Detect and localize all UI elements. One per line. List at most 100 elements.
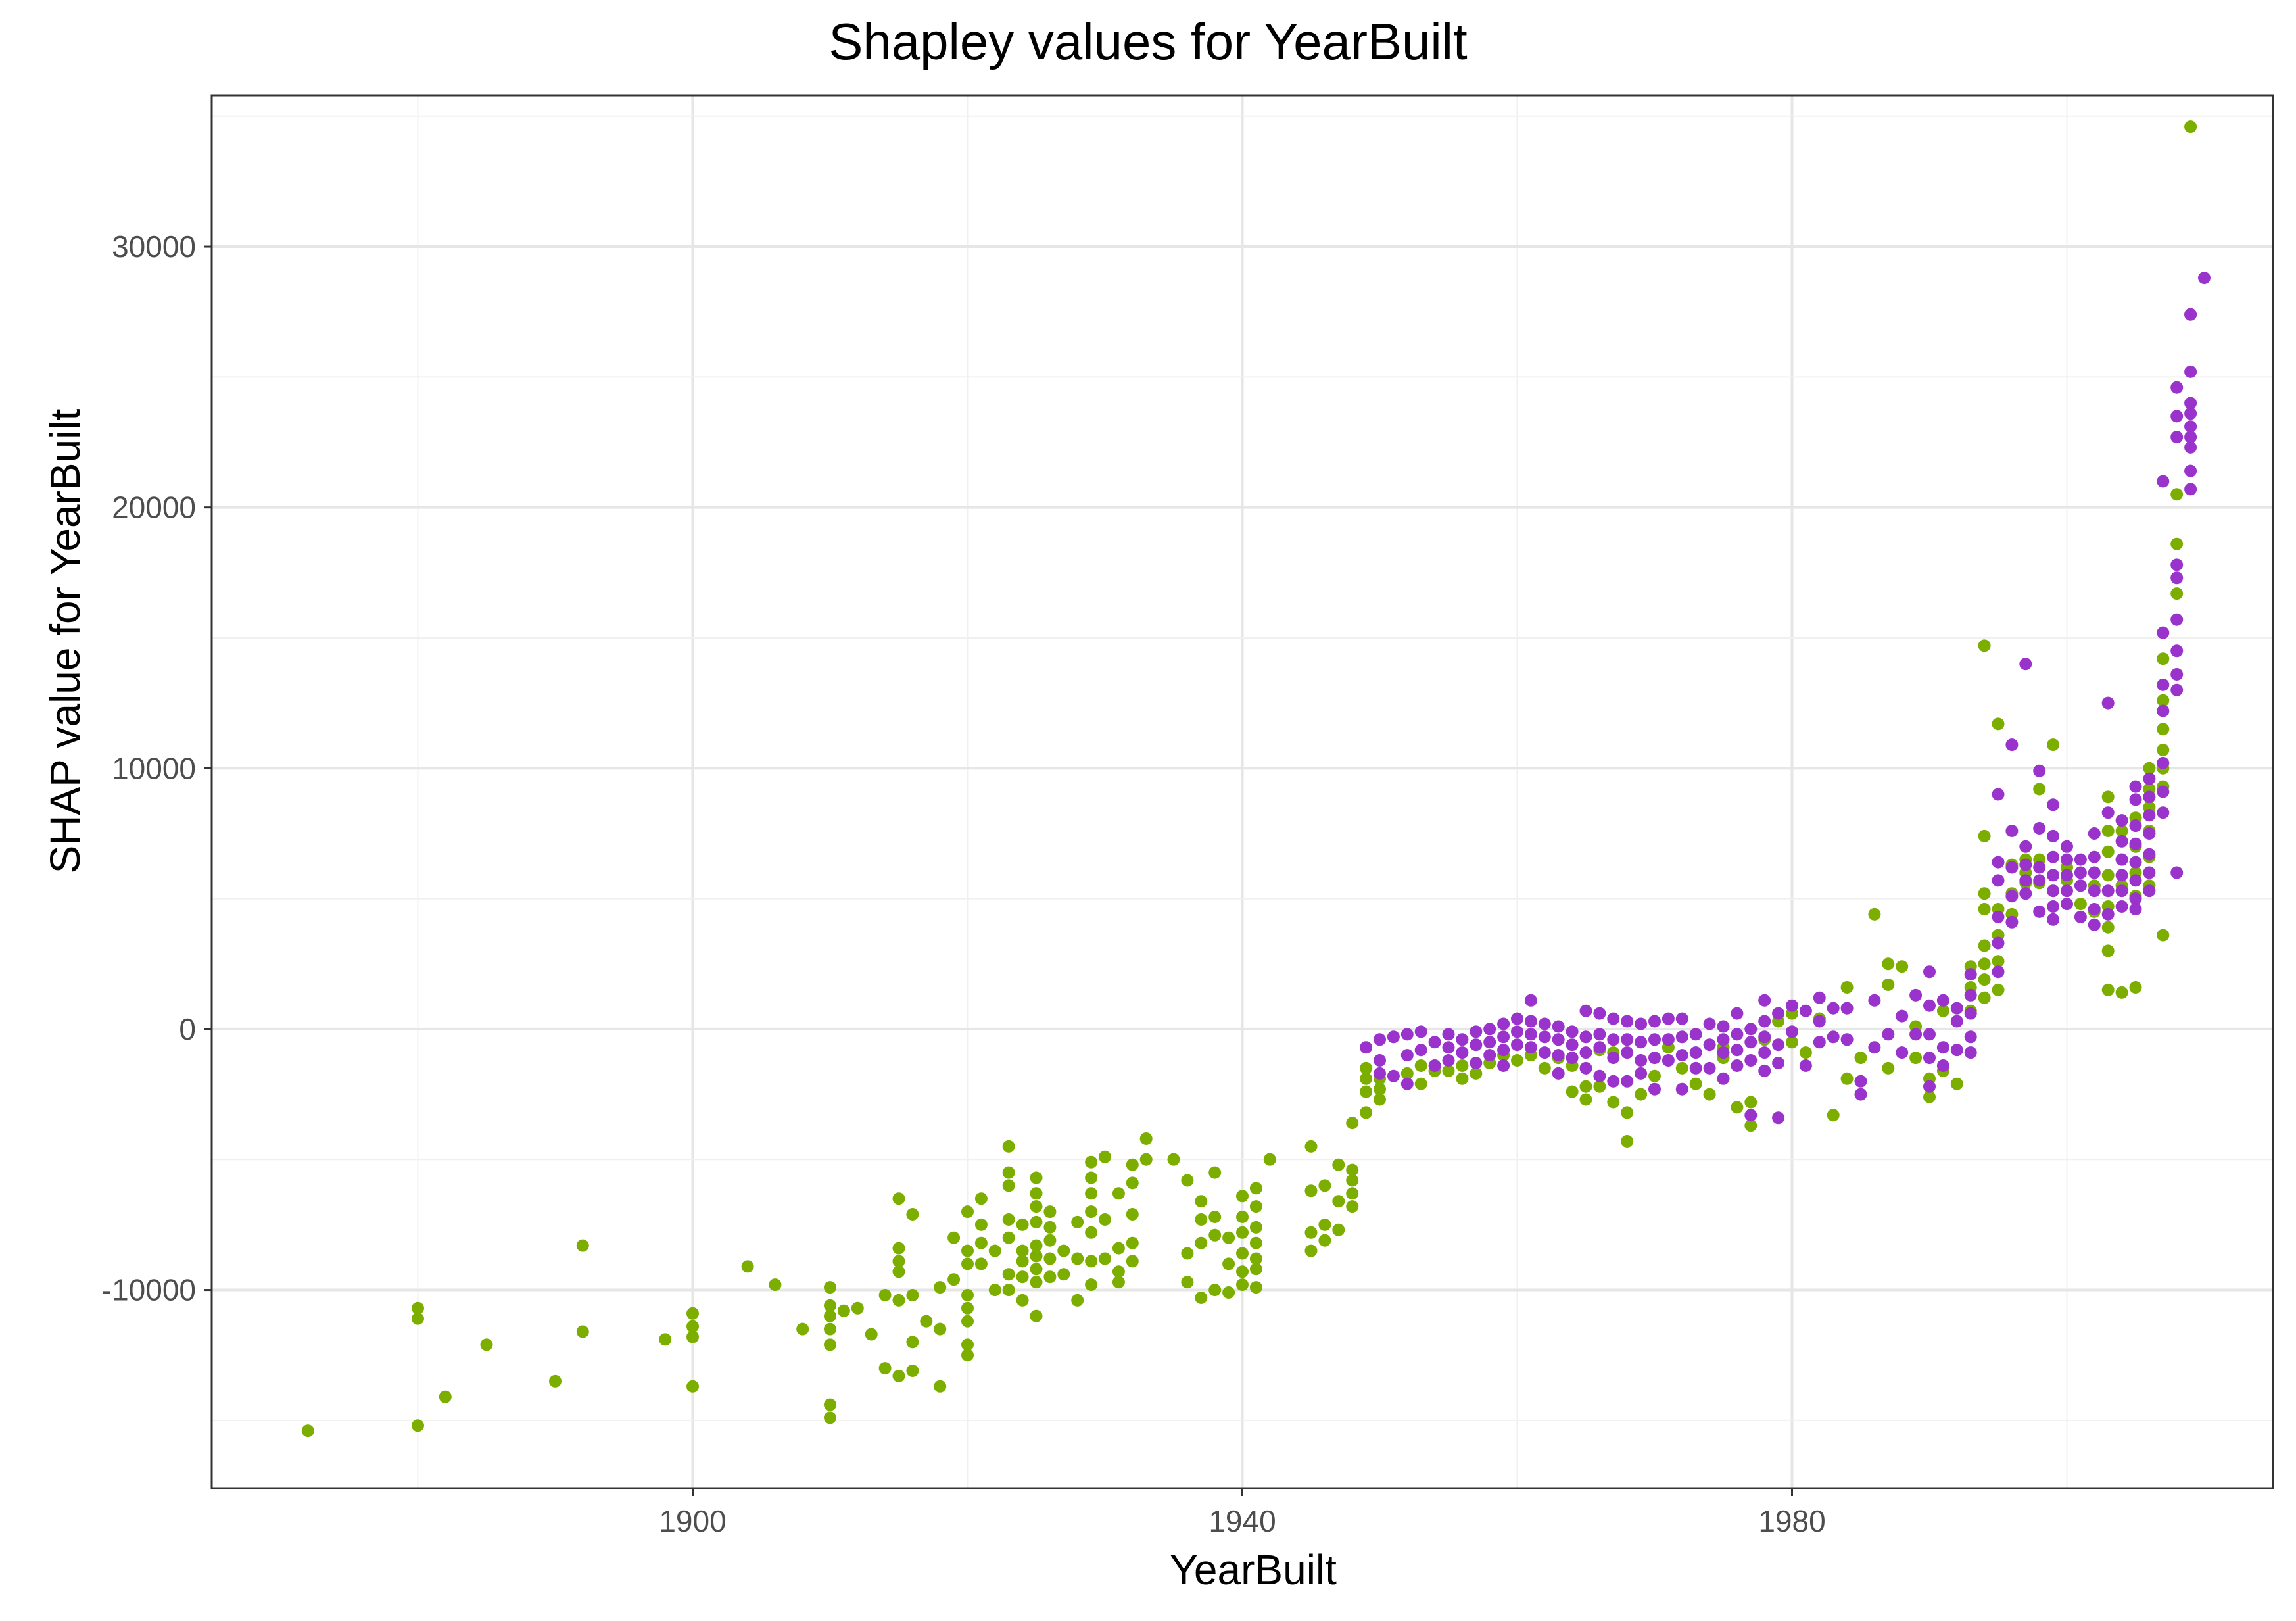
data-point — [2143, 884, 2156, 898]
data-point — [2170, 683, 2184, 696]
data-point — [1772, 1111, 1785, 1125]
data-point — [1332, 1158, 1345, 1171]
data-point — [906, 1365, 919, 1377]
data-point — [1002, 1231, 1015, 1244]
data-point — [1346, 1117, 1359, 1130]
data-point — [1964, 988, 1977, 1002]
data-point — [2129, 892, 2142, 906]
data-point — [576, 1325, 589, 1338]
data-point — [892, 1369, 905, 1382]
y-tick-label: 0 — [179, 1012, 196, 1046]
data-point — [1923, 1028, 1936, 1041]
data-point — [2170, 431, 2184, 444]
data-point — [2129, 903, 2142, 915]
data-point — [1195, 1213, 1208, 1226]
data-point — [1442, 1064, 1455, 1077]
data-point — [1085, 1187, 1098, 1200]
data-point — [2143, 772, 2156, 785]
data-point — [1799, 1059, 1812, 1072]
data-point — [1002, 1166, 1015, 1179]
data-point — [1030, 1200, 1043, 1213]
data-point — [1923, 1080, 1936, 1093]
data-point — [2170, 537, 2184, 550]
data-point — [1964, 1046, 1977, 1059]
data-point — [1992, 874, 2005, 887]
data-point — [2019, 887, 2032, 900]
data-point — [1030, 1239, 1043, 1252]
data-point — [1030, 1309, 1043, 1322]
data-point — [1731, 1059, 1744, 1072]
data-point — [1442, 1054, 1455, 1067]
data-point — [2143, 809, 2156, 822]
data-point — [851, 1301, 864, 1315]
data-point — [2005, 861, 2019, 874]
data-point — [1579, 1093, 1592, 1106]
data-point — [1950, 1015, 1963, 1028]
data-point — [412, 1419, 424, 1432]
data-point — [1249, 1263, 1262, 1276]
data-point — [1992, 788, 2005, 801]
data-point — [1607, 1033, 1620, 1046]
data-point — [1400, 1028, 1414, 1041]
y-axis-title: SHAP value for YearBuilt — [41, 408, 89, 874]
data-point — [1002, 1268, 1015, 1281]
data-point — [2143, 762, 2156, 775]
data-point — [1978, 973, 1991, 986]
data-point — [1689, 1028, 1702, 1041]
data-point — [824, 1322, 836, 1336]
data-point — [1950, 1077, 1963, 1090]
data-point — [1758, 1064, 1771, 1077]
data-point — [2088, 918, 2101, 931]
data-point — [1675, 1012, 1688, 1025]
data-point — [961, 1257, 974, 1270]
data-point — [1139, 1132, 1153, 1145]
data-point — [1566, 1038, 1579, 1052]
data-point — [1662, 1012, 1675, 1025]
data-point — [1593, 1069, 1606, 1082]
data-point — [1400, 1077, 1414, 1090]
data-point — [1648, 1033, 1661, 1046]
data-point — [1621, 1033, 1634, 1046]
data-point — [1400, 1067, 1414, 1080]
data-point — [1442, 1041, 1455, 1054]
data-point — [1524, 1028, 1537, 1041]
data-point — [1126, 1158, 1139, 1171]
data-point — [2184, 120, 2197, 133]
data-point — [1552, 1067, 1565, 1080]
data-point — [1758, 1046, 1771, 1059]
x-tick-label: 1980 — [1758, 1504, 1825, 1538]
data-point — [1332, 1223, 1345, 1236]
data-point — [659, 1333, 672, 1346]
data-point — [1318, 1179, 1331, 1192]
data-point — [2184, 308, 2197, 321]
data-point — [769, 1278, 782, 1292]
data-point — [2047, 829, 2060, 842]
data-point — [1208, 1211, 1222, 1223]
data-point — [1882, 979, 1895, 991]
data-point — [1304, 1244, 1318, 1257]
data-point — [1360, 1041, 1373, 1054]
data-point — [1112, 1276, 1125, 1289]
data-point — [1593, 1080, 1606, 1093]
data-point — [1840, 1033, 1854, 1046]
data-point — [824, 1398, 836, 1411]
data-point — [1703, 1061, 1716, 1075]
data-point — [2115, 884, 2128, 898]
data-point — [2129, 819, 2142, 833]
data-point — [2061, 898, 2073, 911]
data-point — [934, 1380, 947, 1393]
data-point — [1772, 1038, 1785, 1052]
data-point — [2170, 410, 2184, 423]
data-point — [1249, 1236, 1262, 1249]
data-point — [1731, 1007, 1744, 1020]
data-point — [1621, 1135, 1634, 1148]
data-point — [1346, 1174, 1359, 1187]
data-point — [961, 1338, 974, 1351]
data-point — [1648, 1082, 1661, 1096]
data-point — [1538, 1046, 1551, 1059]
data-point — [2143, 790, 2156, 804]
chart-title: Shapley values for YearBuilt — [828, 12, 1468, 70]
data-point — [961, 1244, 974, 1257]
data-point — [1374, 1067, 1386, 1080]
data-point — [1208, 1228, 1222, 1242]
